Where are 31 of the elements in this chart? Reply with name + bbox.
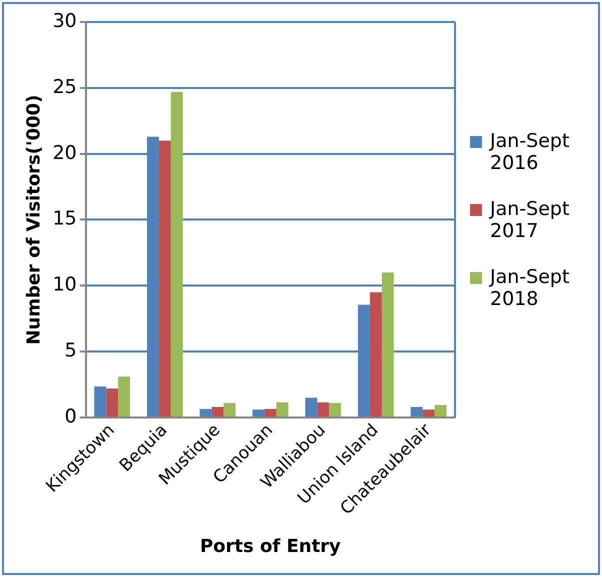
bar [212,406,224,416]
legend-label: Jan-Sept 2017 [490,198,570,242]
y-tick-label: 0 [64,405,77,428]
y-tick-label: 20 [52,142,77,164]
x-axis-title: Ports of Entry [200,536,342,557]
bar [317,402,330,416]
bar [305,398,318,416]
bar [370,292,382,416]
bar [410,406,423,416]
bar [200,408,212,416]
y-tick-label: 25 [52,76,77,98]
bar [118,376,130,416]
bar [276,402,288,416]
y-tick-label: 15 [52,208,77,230]
y-tick-label: 10 [52,274,77,296]
legend-label: Jan-Sept 2016 [490,130,570,174]
bar [158,140,171,416]
bar [252,410,264,416]
bar [264,408,276,416]
bar [170,92,183,416]
bar [224,402,236,416]
bar [329,402,342,416]
bar [434,404,447,416]
bar [94,386,106,416]
bar [382,272,394,416]
y-tick-label: 5 [64,340,77,362]
legend-label: Jan-Sept 2018 [490,266,570,310]
y-axis-title: Number of Visitors('000) [23,94,44,345]
y-tick-label: 30 [52,10,77,32]
bar [422,410,435,416]
bar [106,388,118,416]
